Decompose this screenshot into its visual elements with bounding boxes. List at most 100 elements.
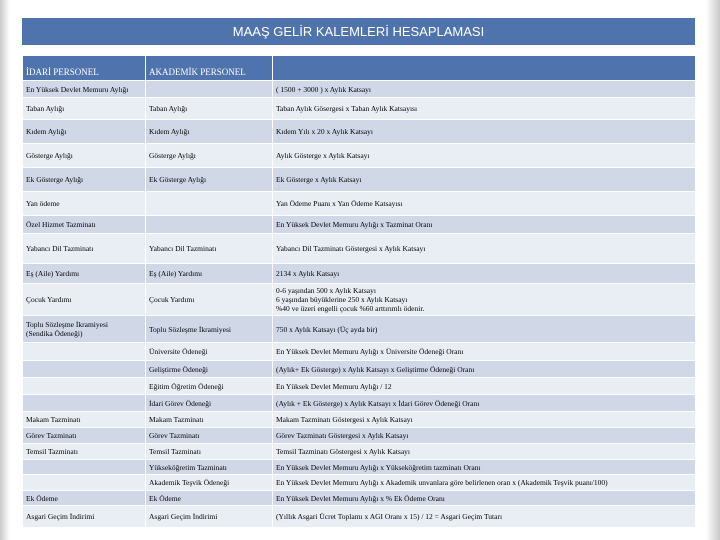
table-row: Geliştirme Ödeneği (Aylık+ Ek Gösterge) x… [22,360,696,378]
table-row: İdari Görev Ödeneği (Aylık + Ek Gösterge)… [22,394,696,412]
table-cell: Yabancı Dil Tazminatı [22,233,146,264]
table-cell: Eş (Aile) Yardımı [22,263,146,284]
salary-table: İDARİ PERSONEL AKADEMİK PERSONEL En Yüks… [22,55,696,528]
table-cell: Taban Aylık Gösergesi x Taban Aylık Kats… [272,97,696,120]
table-cell: En Yüksek Devlet Memuru Aylığı x Yüksekö… [272,459,696,475]
table-cell: Toplu Sözleşme İkramiyesi (Sendika Ödeneğ… [22,315,146,343]
table-cell: Gösterge Aylığı [22,143,146,168]
table-cell: (Yıllık Asgari Ücret Toplamı x AGI Oranı… [272,505,696,528]
header-cell: İDARİ PERSONEL [22,55,146,81]
cell-line: Toplu Sözleşme İkramiyesi [26,320,108,329]
table-row: Ek Ödeme Ek Ödeme En Yüksek Devlet Memuru … [22,490,696,506]
table-row: Taban Aylığı Taban Aylığı Taban Aylık Göse… [22,97,696,120]
header-cell [272,55,696,81]
table-cell: En Yüksek Devlet Memuru Aylığı x Ünivers… [272,342,696,361]
table-cell: Asgari Geçim İndirimi [145,505,273,528]
table-cell: Temsil Tazminatı [22,443,146,460]
table-cell [145,191,273,216]
table-row: Eğitim Öğretim Ödeneği En Yüksek Devlet M… [22,377,696,395]
table-cell [145,80,273,98]
table-cell: Üniversite Ödeneği [145,342,273,361]
table-cell: 750 x Aylık Katsayı (Üç ayda bir) [272,315,696,343]
table-row: Ek Gösterge Aylığı Ek Gösterge Aylığı Ek G… [22,167,696,192]
table-cell: Makam Tazminatı [145,411,273,428]
table-cell: Ek Gösterge Aylığı [22,167,146,192]
table-cell: En Yüksek Devlet Memuru Aylığı x Akademi… [272,474,696,491]
cell-line: 0-6 yaşından 500 x Aylık Katsayı [276,286,376,295]
table-cell [145,215,273,234]
table-cell: 0-6 yaşından 500 x Aylık Katsayı 6 yaşınd… [272,283,696,316]
table-cell: (Aylık + Ek Gösterge) x Aylık Katsayı x … [272,394,696,412]
table-row: Akademik Teşvik Ödeneği En Yüksek Devlet … [22,474,696,491]
table-cell: Kıdem Yılı x 20 x Aylık Katsayı [272,119,696,144]
table-cell: Yan ödeme [22,191,146,216]
table-cell [22,342,146,361]
table-cell [22,360,146,378]
table-cell: Ek Gösterge x Aylık Katsayı [272,167,696,192]
table-cell: Görev Tazminatı [22,427,146,444]
table-cell: Ek Ödeme [145,490,273,506]
table-cell: Geliştirme Ödeneği [145,360,273,378]
header-cell: AKADEMİK PERSONEL [145,55,273,81]
table-cell: Makam Tazminatı [22,411,146,428]
table-cell: Yan Ödeme Puanı x Yan Ödeme Katsayısı [272,191,696,216]
table-cell: Yabancı Dil Tazminatı Göstergesi x Aylık… [272,233,696,264]
table-cell: Kıdem Aylığı [145,119,273,144]
table-cell: Toplu Sözleşme İkramiyesi [145,315,273,343]
table-cell: Ek Gösterge Aylığı [145,167,273,192]
table-cell [22,474,146,491]
table-row: Görev Tazminatı Görev Tazminatı Görev Tazm… [22,427,696,444]
table-cell [22,377,146,395]
table-row: Yükseköğretim Tazminatı En Yüksek Devlet … [22,459,696,475]
table-row: Makam Tazminatı Makam Tazminatı Makam Tazm… [22,411,696,428]
cell-line: %40 ve üzeri engelli çocuk %60 arttırıml… [276,304,425,313]
table-row: Yabancı Dil Tazminatı Yabancı Dil Tazmina… [22,233,696,264]
page-edge [0,0,10,540]
table-cell: Gösterge Aylığı [145,143,273,168]
table-cell: (Aylık+ Ek Gösterge) x Aylık Katsayı x G… [272,360,696,378]
table-row: Asgari Geçim İndirimi Asgari Geçim İndiri… [22,505,696,528]
table-row: Çocuk Yardımı Çocuk Yardımı 0-6 yaşından 5… [22,283,696,316]
table-cell: Akademik Teşvik Ödeneği [145,474,273,491]
table-cell: Eş (Aile) Yardımı [145,263,273,284]
table-row: Eş (Aile) Yardımı Eş (Aile) Yardımı 2134 x… [22,263,696,284]
table-cell: Kıdem Aylığı [22,119,146,144]
table-cell: Çocuk Yardımı [145,283,273,316]
table-cell [22,394,146,412]
table-cell: Taban Aylığı [145,97,273,120]
page-edge [706,0,720,540]
table-cell: Yükseköğretim Tazminatı [145,459,273,475]
table-cell: İdari Görev Ödeneği [145,394,273,412]
table-cell [22,459,146,475]
table-cell: ( 1500 + 3000 ) x Aylık Katsayı [272,80,696,98]
table-cell: Temsil Tazminatı Göstergesi x Aylık Kats… [272,443,696,460]
table-cell: Görev Tazminatı [145,427,273,444]
table-cell: 2134 x Aylık Katsayı [272,263,696,284]
table-cell: Ek Ödeme [22,490,146,506]
table-cell: En Yüksek Devlet Memuru Aylığı / 12 [272,377,696,395]
table-cell: En Yüksek Devlet Memuru Aylığı x % Ek Öd… [272,490,696,506]
slide-title: MAAŞ GELİR KALEMLERİ HESAPLAMASI [22,18,695,45]
table-row: Temsil Tazminatı Temsil Tazminatı Temsil T… [22,443,696,460]
table-row: Toplu Sözleşme İkramiyesi (Sendika Ödeneğ… [22,315,696,343]
table-cell: Aylık Gösterge x Aylık Katsayı [272,143,696,168]
table-cell: Asgari Geçim İndirimi [22,505,146,528]
table-row: En Yüksek Devlet Memuru Aylığı ( 1500 + 3… [22,80,696,98]
table-cell: Makam Tazminatı Göstergesi x Aylık Katsa… [272,411,696,428]
table-cell: En Yüksek Devlet Memuru Aylığı x Tazmina… [272,215,696,234]
table-cell: Temsil Tazminatı [145,443,273,460]
cell-line: 6 yaşından büyüklerine 250 x Aylık Katsa… [276,295,408,304]
table-cell: Çocuk Yardımı [22,283,146,316]
table-row: Özel Hizmet Tazminatı En Yüksek Devlet Me… [22,215,696,234]
table-cell: Özel Hizmet Tazminatı [22,215,146,234]
table-row: Gösterge Aylığı Gösterge Aylığı Aylık Göst… [22,143,696,168]
table-row: Yan ödeme Yan Ödeme Puanı x Yan Ödeme Kat… [22,191,696,216]
cell-line: (Sendika Ödeneği) [26,329,83,338]
table-cell: Görev Tazminatı Göstergesi x Aylık Katsa… [272,427,696,444]
table-cell: Taban Aylığı [22,97,146,120]
table-row: Kıdem Aylığı Kıdem Aylığı Kıdem Yılı x 20 … [22,119,696,144]
table-cell: En Yüksek Devlet Memuru Aylığı [22,80,146,98]
table-cell: Eğitim Öğretim Ödeneği [145,377,273,395]
table-row: Üniversite Ödeneği En Yüksek Devlet Memur… [22,342,696,361]
